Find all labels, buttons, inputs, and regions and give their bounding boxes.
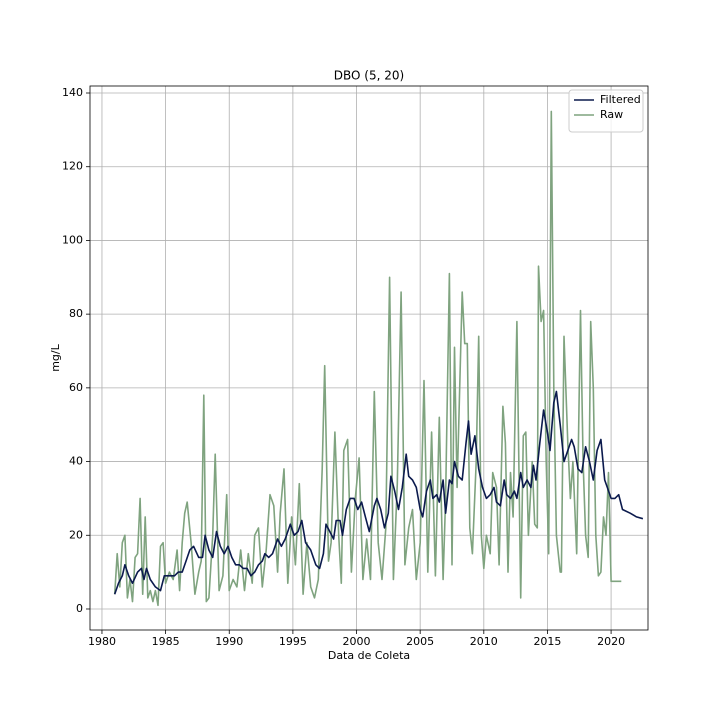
x-tick-label: 2005	[406, 635, 434, 648]
y-tick-label: 140	[62, 86, 83, 99]
x-tick-label: 2020	[597, 635, 625, 648]
chart-title: DBO (5, 20)	[334, 69, 404, 83]
x-tick-label: 2015	[533, 635, 561, 648]
x-tick-label: 1985	[152, 635, 180, 648]
legend-label: Raw	[600, 108, 623, 121]
x-tick-label: 1980	[88, 635, 116, 648]
y-tick-label: 20	[69, 528, 83, 541]
y-tick-label: 120	[62, 160, 83, 173]
series-line	[113, 390, 644, 595]
y-tick-label: 40	[69, 455, 83, 468]
legend-label: Filtered	[600, 93, 641, 106]
x-tick-label: 1990	[215, 635, 243, 648]
y-tick-label: 100	[62, 233, 83, 246]
y-tick-label: 0	[76, 602, 83, 615]
y-tick-label: 80	[69, 307, 83, 320]
series-line	[113, 110, 622, 607]
x-tick-label: 2010	[470, 635, 498, 648]
x-tick-label: 2000	[343, 635, 371, 648]
y-tick-label: 60	[69, 381, 83, 394]
x-axis-label: Data de Coleta	[328, 649, 410, 662]
y-axis-label: mg/L	[49, 343, 62, 371]
plot-frame	[89, 85, 649, 631]
x-tick-label: 1995	[279, 635, 307, 648]
